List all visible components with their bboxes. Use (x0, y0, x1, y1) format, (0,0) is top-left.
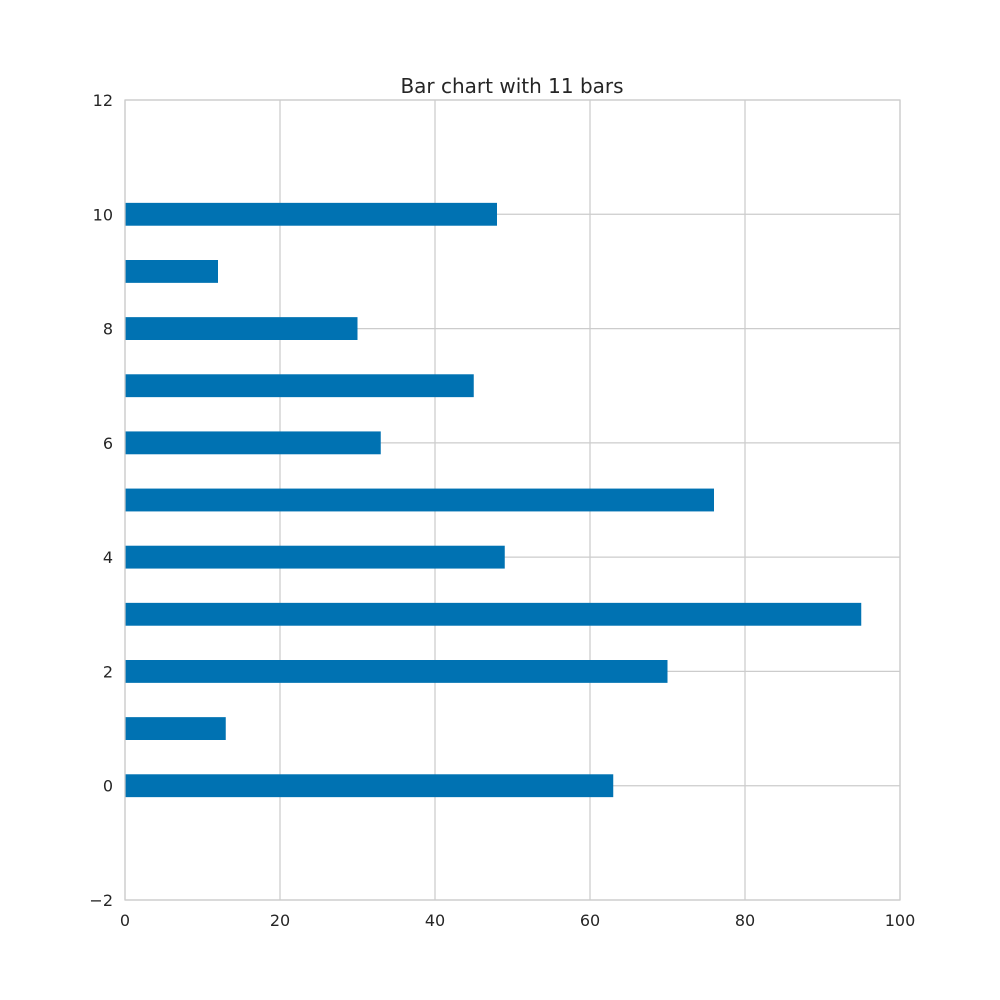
bar (125, 317, 358, 340)
bar (125, 488, 714, 512)
y-tick-label: 2 (103, 662, 113, 681)
x-tick-label: 20 (270, 911, 290, 930)
x-tick-label: 80 (735, 911, 755, 930)
y-tick-label: 0 (103, 777, 113, 796)
y-tick-label: 4 (103, 548, 113, 567)
y-tick-label: −2 (89, 891, 113, 910)
bar (125, 202, 497, 226)
x-tick-labels: 0 20 40 60 80 100 (120, 911, 915, 930)
y-tick-label: 12 (93, 91, 113, 110)
bar (125, 660, 668, 683)
x-tick-label: 0 (120, 911, 130, 930)
x-tick-label: 40 (425, 911, 445, 930)
bar (125, 431, 381, 455)
x-tick-label: 100 (885, 911, 916, 930)
y-tick-label: 10 (93, 205, 113, 224)
bar (125, 774, 614, 798)
y-tick-label: 8 (103, 320, 113, 339)
x-tick-label: 60 (580, 911, 600, 930)
chart-title: Bar chart with 11 bars (400, 74, 623, 98)
bar (125, 717, 226, 740)
y-tick-labels: −2 0 2 4 6 8 10 12 (89, 91, 113, 910)
bar (125, 545, 505, 569)
bar (125, 602, 862, 626)
bar (125, 260, 218, 283)
bars (125, 202, 862, 798)
plot-frame (124, 99, 901, 901)
bar (125, 374, 474, 398)
y-tick-label: 6 (103, 434, 113, 453)
